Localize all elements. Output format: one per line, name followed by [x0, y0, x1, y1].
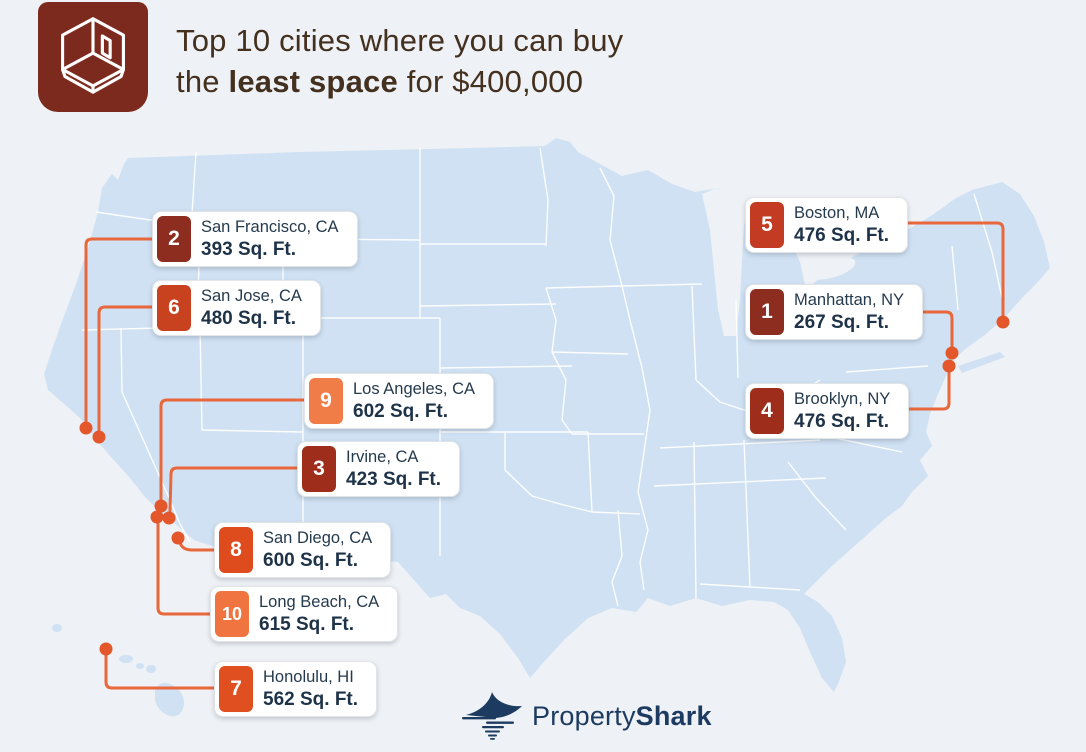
marker-san-jose — [92, 430, 106, 444]
callout-san-francisco: 2 San Francisco, CA 393 Sq. Ft. — [152, 211, 358, 267]
marker-san-francisco — [79, 421, 93, 435]
city-area: 476 Sq. Ft. — [794, 410, 890, 432]
rank-badge: 10 — [215, 591, 249, 637]
city-name: Brooklyn, NY — [794, 389, 891, 408]
city-area: 476 Sq. Ft. — [794, 224, 890, 246]
marker-honolulu — [99, 642, 113, 656]
connector-los-angeles — [159, 398, 314, 501]
hawaii-island — [146, 665, 156, 673]
page-title: Top 10 cities where you can buy the leas… — [176, 20, 623, 102]
marker-long-beach — [150, 510, 164, 524]
city-name: San Diego, CA — [263, 528, 373, 547]
hawaii-island — [52, 624, 62, 632]
city-area: 423 Sq. Ft. — [346, 468, 442, 490]
city-area: 602 Sq. Ft. — [353, 400, 449, 422]
city-area: 267 Sq. Ft. — [794, 311, 890, 333]
city-name: Irvine, CA — [346, 447, 419, 466]
hawaii-big-island — [155, 682, 184, 717]
rank-badge: 1 — [750, 289, 784, 335]
rank-badge: 7 — [219, 666, 253, 712]
connector-long-beach — [156, 520, 220, 616]
callout-san-jose: 6 San Jose, CA 480 Sq. Ft. — [152, 280, 321, 336]
callout-boston: 5 Boston, MA 476 Sq. Ft. — [745, 197, 909, 253]
city-markers — [79, 315, 1010, 656]
callout-brooklyn: 4 Brooklyn, NY 476 Sq. Ft. — [745, 383, 910, 439]
city-name: Honolulu, HI — [263, 667, 354, 686]
brand-logo-tile — [38, 2, 148, 112]
rank-badge: 4 — [750, 388, 784, 434]
hawaii-island — [136, 663, 144, 669]
marker-brooklyn — [942, 359, 956, 373]
hawaii-island — [119, 655, 133, 663]
city-name: San Jose, CA — [201, 286, 302, 305]
city-name: Manhattan, NY — [794, 290, 905, 309]
us-landmass — [44, 138, 1050, 717]
callout-irvine: 3 Irvine, CA 423 Sq. Ft. — [297, 441, 461, 497]
connector-san-jose — [97, 305, 162, 432]
house-cube-icon — [61, 17, 125, 94]
rank-badge: 6 — [157, 285, 191, 331]
rank-badge: 5 — [750, 202, 784, 248]
propertyshark-logo: PropertyShark — [462, 690, 712, 742]
city-name: Boston, MA — [794, 203, 880, 222]
title-line-1: Top 10 cities where you can buy — [176, 23, 624, 58]
connector-san-diego — [178, 540, 224, 552]
callout-long-beach: 10 Long Beach, CA 615 Sq. Ft. — [210, 586, 399, 642]
callout-honolulu: 7 Honolulu, HI 562 Sq. Ft. — [214, 661, 378, 717]
rank-badge: 2 — [157, 216, 191, 262]
rank-badge: 9 — [309, 378, 343, 424]
propertyshark-wordmark: PropertyShark — [532, 700, 712, 731]
city-area: 600 Sq. Ft. — [263, 549, 359, 571]
callout-connectors — [84, 221, 1005, 690]
callout-manhattan: 1 Manhattan, NY 267 Sq. Ft. — [745, 284, 924, 340]
connector-san-francisco — [84, 237, 162, 423]
rank-badge: 8 — [219, 527, 253, 573]
marker-los-angeles — [154, 499, 168, 513]
marker-irvine — [162, 511, 176, 525]
city-area: 562 Sq. Ft. — [263, 688, 359, 710]
city-name: Long Beach, CA — [259, 592, 380, 611]
connector-honolulu — [104, 653, 224, 690]
marker-san-diego — [171, 531, 185, 545]
city-area: 615 Sq. Ft. — [259, 613, 355, 635]
city-name: Los Angeles, CA — [353, 379, 475, 398]
rank-badge: 3 — [302, 446, 336, 492]
marker-manhattan — [945, 346, 959, 360]
city-area: 393 Sq. Ft. — [201, 238, 297, 260]
city-name: San Francisco, CA — [201, 217, 339, 236]
city-area: 480 Sq. Ft. — [201, 307, 297, 329]
connector-irvine — [168, 466, 307, 513]
title-line-2: the least space for $400,000 — [176, 64, 584, 99]
callout-los-angeles: 9 Los Angeles, CA 602 Sq. Ft. — [304, 373, 494, 429]
marker-boston — [996, 315, 1010, 329]
shark-fin-icon — [462, 692, 522, 740]
callout-san-diego: 8 San Diego, CA 600 Sq. Ft. — [214, 522, 392, 578]
connector-boston — [888, 221, 1005, 318]
connector-brooklyn — [898, 370, 951, 411]
connector-manhattan — [908, 310, 954, 349]
